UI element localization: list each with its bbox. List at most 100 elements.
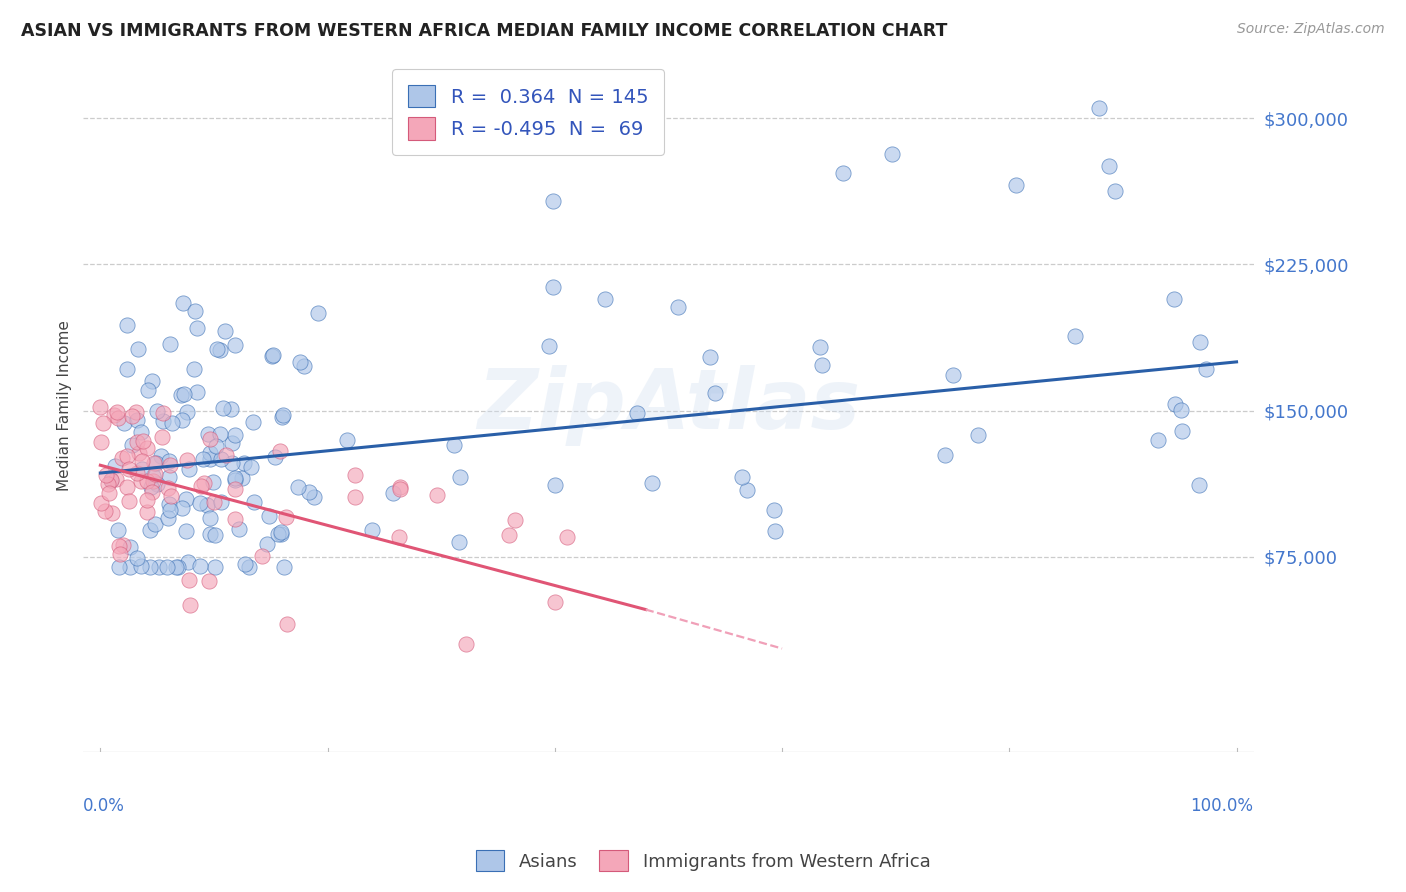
Point <box>129 474 152 488</box>
Point <box>224 338 246 352</box>
Point <box>121 409 143 423</box>
Point <box>112 538 135 552</box>
Point <box>443 438 465 452</box>
Point <box>1170 403 1192 417</box>
Point <box>143 516 166 531</box>
Point <box>186 321 208 335</box>
Point <box>159 458 181 473</box>
Point <box>145 456 167 470</box>
Point <box>129 558 152 573</box>
Point <box>152 414 174 428</box>
Point <box>100 473 122 487</box>
Point <box>221 436 243 450</box>
Point <box>202 495 225 509</box>
Point <box>159 489 181 503</box>
Point <box>537 339 560 353</box>
Point <box>238 559 260 574</box>
Point <box>198 526 221 541</box>
Point <box>1005 178 1028 192</box>
Point <box>288 355 311 369</box>
Point <box>209 451 232 466</box>
Point <box>139 559 162 574</box>
Point <box>127 551 149 566</box>
Text: 100.0%: 100.0% <box>1191 797 1254 815</box>
Point <box>143 467 166 481</box>
Point <box>239 459 262 474</box>
Point <box>127 466 149 480</box>
Point <box>159 503 181 517</box>
Point <box>1147 434 1170 448</box>
Point <box>129 425 152 439</box>
Point <box>188 558 211 573</box>
Point <box>205 342 228 356</box>
Text: ASIAN VS IMMIGRANTS FROM WESTERN AFRICA MEDIAN FAMILY INCOME CORRELATION CHART: ASIAN VS IMMIGRANTS FROM WESTERN AFRICA … <box>21 22 948 40</box>
Point <box>344 468 367 483</box>
Point <box>107 411 129 425</box>
Point <box>266 527 288 541</box>
Point <box>273 559 295 574</box>
Point <box>125 413 148 427</box>
Point <box>131 454 153 468</box>
Y-axis label: Median Family Income: Median Family Income <box>58 320 72 491</box>
Point <box>174 492 197 507</box>
Point <box>235 558 257 572</box>
Point <box>142 469 165 483</box>
Point <box>120 540 142 554</box>
Point <box>202 475 225 490</box>
Point <box>233 456 256 470</box>
Legend: R =  0.364  N = 145, R = -0.495  N =  69: R = 0.364 N = 145, R = -0.495 N = 69 <box>392 70 664 155</box>
Point <box>832 166 855 180</box>
Point <box>100 506 122 520</box>
Legend: Asians, Immigrants from Western Africa: Asians, Immigrants from Western Africa <box>468 843 938 879</box>
Point <box>135 493 157 508</box>
Point <box>426 488 449 502</box>
Point <box>298 484 321 499</box>
Point <box>361 523 384 537</box>
Point <box>198 574 221 588</box>
Point <box>150 430 173 444</box>
Point <box>107 523 129 537</box>
Point <box>200 510 222 524</box>
Point <box>167 559 190 574</box>
Point <box>193 475 215 490</box>
Point <box>103 408 125 422</box>
Point <box>555 529 578 543</box>
Point <box>1088 101 1111 115</box>
Point <box>170 388 193 402</box>
Point <box>389 480 412 494</box>
Point <box>382 485 405 500</box>
Point <box>141 485 163 500</box>
Point <box>177 555 200 569</box>
Text: ZipAtlas: ZipAtlas <box>477 365 860 446</box>
Point <box>179 599 201 613</box>
Point <box>967 428 990 442</box>
Point <box>224 482 246 496</box>
Point <box>456 637 478 651</box>
Point <box>228 522 250 536</box>
Point <box>190 479 212 493</box>
Point <box>139 524 162 538</box>
Point <box>208 343 231 357</box>
Point <box>117 494 139 508</box>
Text: Source: ZipAtlas.com: Source: ZipAtlas.com <box>1237 22 1385 37</box>
Point <box>252 549 274 564</box>
Point <box>209 427 232 442</box>
Point <box>105 404 128 418</box>
Point <box>942 368 965 382</box>
Point <box>1188 335 1211 350</box>
Point <box>541 194 564 208</box>
Point <box>127 342 149 356</box>
Text: 0.0%: 0.0% <box>83 797 125 815</box>
Point <box>1188 477 1211 491</box>
Point <box>270 527 292 541</box>
Point <box>152 406 174 420</box>
Point <box>498 528 520 542</box>
Point <box>136 383 159 397</box>
Point <box>157 497 180 511</box>
Point <box>543 280 565 294</box>
Point <box>195 499 218 513</box>
Point <box>136 505 159 519</box>
Point <box>111 451 134 466</box>
Point <box>762 502 785 516</box>
Point <box>142 457 165 471</box>
